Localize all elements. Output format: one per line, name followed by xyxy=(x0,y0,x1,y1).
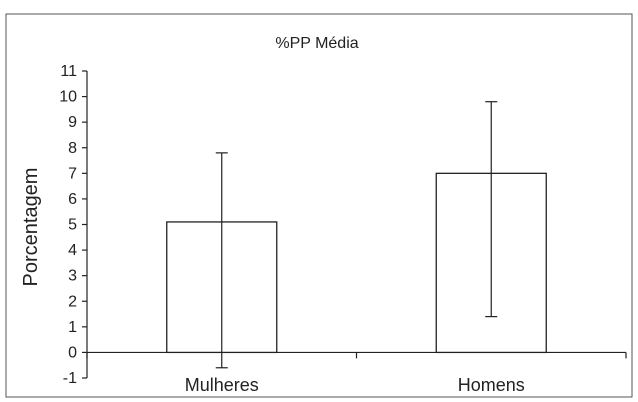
x-category-label: Homens xyxy=(458,375,525,395)
chart-title: %PP Média xyxy=(275,35,358,52)
y-tick-label: 9 xyxy=(68,114,77,131)
chart-border xyxy=(5,13,633,398)
x-category-label: Mulheres xyxy=(185,375,259,395)
y-axis-label: Porcentagem xyxy=(20,168,42,287)
y-tick-label: 6 xyxy=(68,191,77,208)
y-tick-label: 10 xyxy=(59,89,77,106)
y-tick-label: -1 xyxy=(63,370,77,387)
plot-area: -1 0 1 2 3 4 5 6 7 8 9 10 11 Mulheres Homens xyxy=(59,63,627,395)
y-tick-label: 11 xyxy=(60,63,77,80)
y-tick-label: 5 xyxy=(68,217,77,234)
y-tick-label: 4 xyxy=(68,242,77,259)
y-tick-label: 3 xyxy=(68,268,77,285)
y-tick-label: 2 xyxy=(68,293,77,310)
y-tick-label: 8 xyxy=(68,140,77,157)
y-tick-label: 1 xyxy=(68,319,77,336)
y-tick-label: 0 xyxy=(68,344,77,361)
y-tick-label: 7 xyxy=(68,165,77,182)
